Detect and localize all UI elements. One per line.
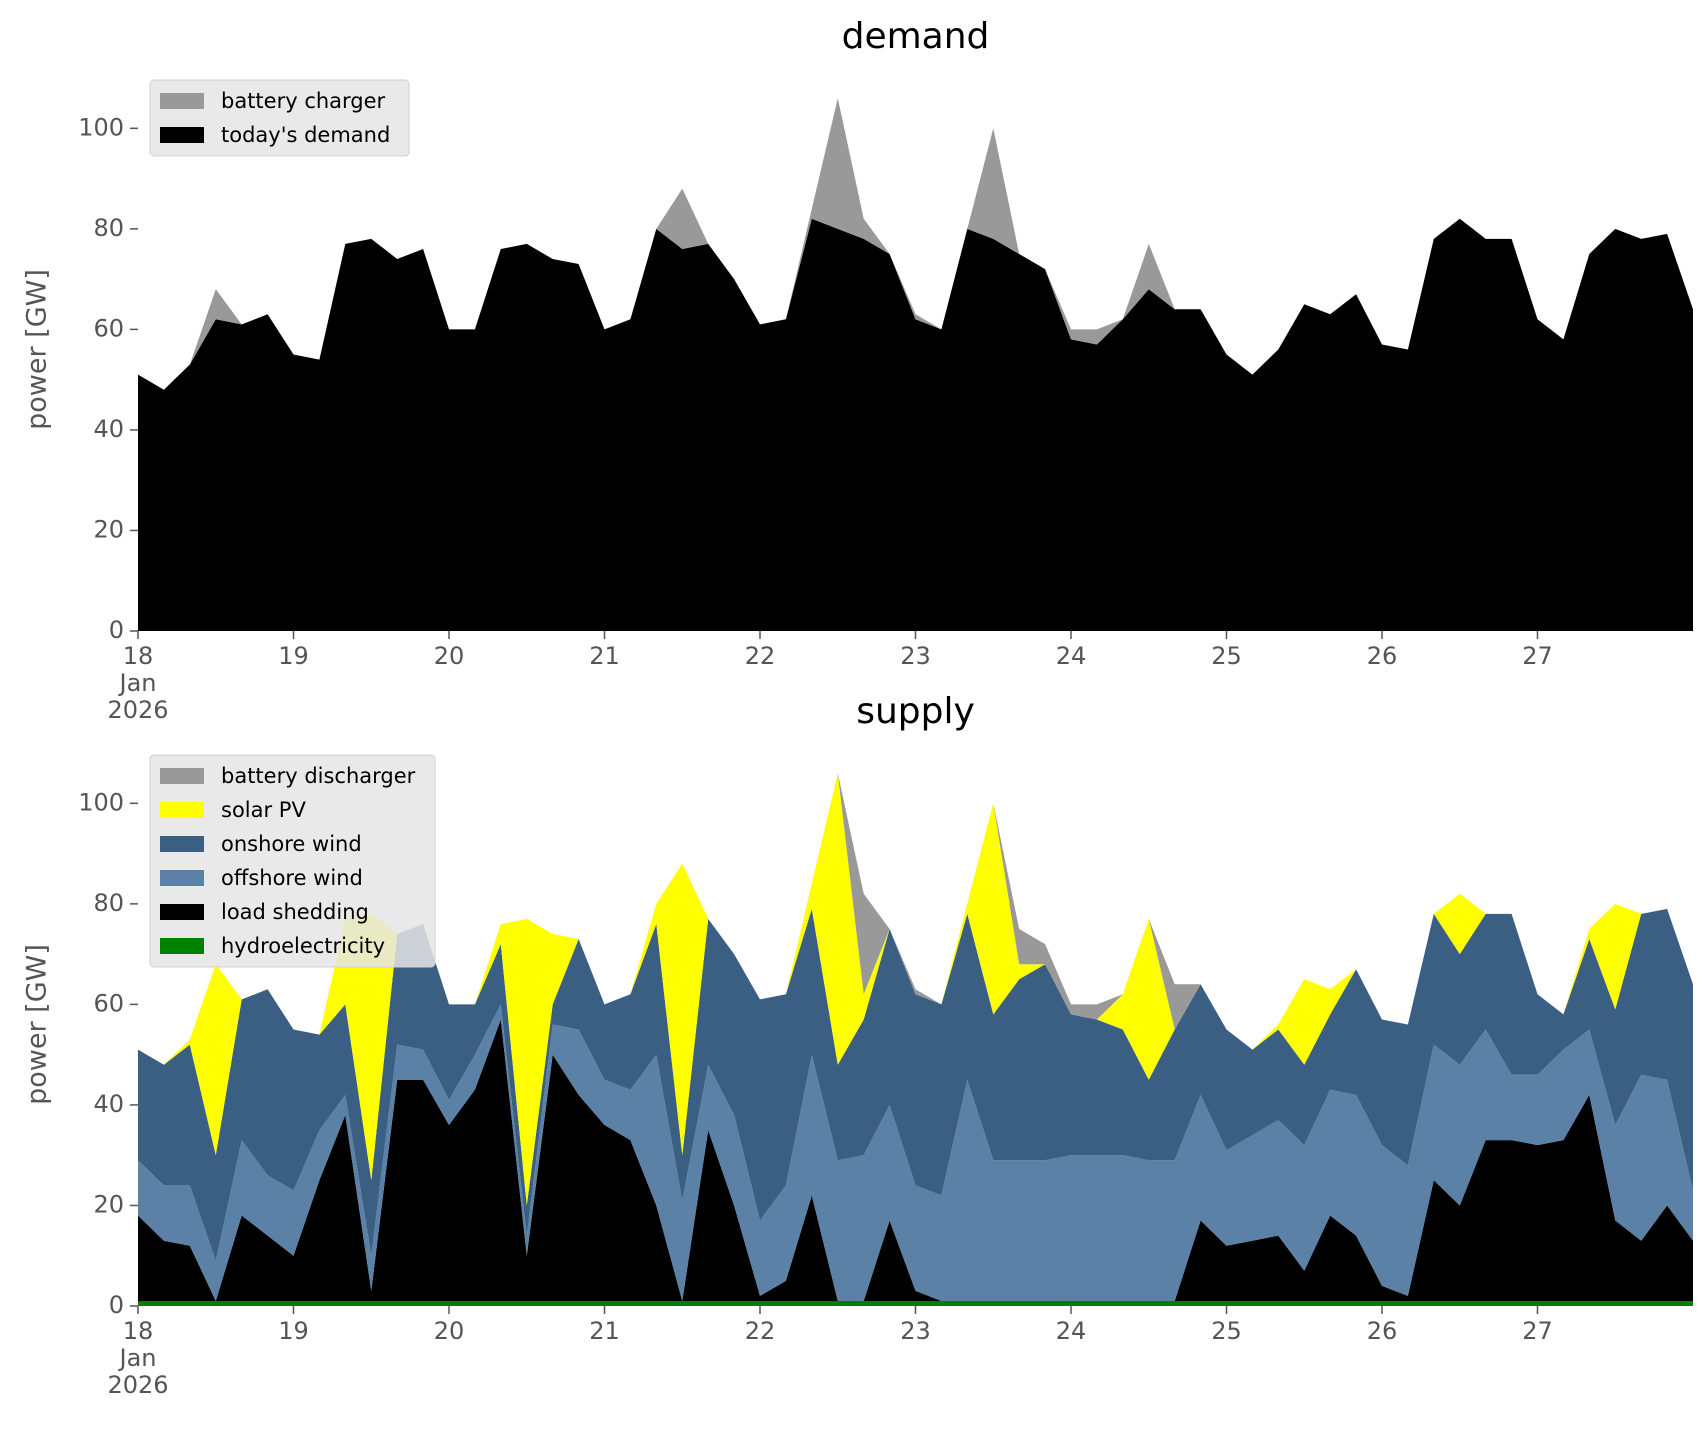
legend-label: hydroelectricity	[221, 934, 385, 958]
x-tick-label: 19	[278, 642, 309, 670]
area	[138, 908, 1693, 1261]
y-tick-label: 80	[93, 889, 124, 917]
legend-label: today's demand	[221, 123, 390, 147]
legend-label: load shedding	[221, 900, 369, 924]
legend-label: onshore wind	[221, 832, 362, 856]
legend-box	[149, 754, 436, 968]
y-tick-label: 100	[78, 113, 124, 141]
x-tick-label: 26	[1366, 642, 1398, 670]
x-tick-label: 27	[1522, 642, 1553, 670]
x-tick-label: 20	[433, 642, 465, 670]
y-tick-label: 80	[93, 214, 124, 242]
x-tick-label: 26	[1366, 1317, 1398, 1345]
x-tick-label: 18 Jan 2026	[107, 1317, 169, 1399]
x-tick-label: 22	[744, 1317, 776, 1345]
x-tick-label: 18 Jan 2026	[107, 642, 169, 724]
area	[138, 773, 1693, 1206]
x-tick-label: 24	[1055, 1317, 1087, 1345]
x-tick-label: 20	[433, 1317, 465, 1345]
area	[138, 1004, 1693, 1301]
chart-title: demand	[842, 16, 990, 57]
legend-label: solar PV	[221, 798, 306, 822]
y-axis-label: power [GW]	[22, 269, 53, 430]
legend-label: battery discharger	[221, 764, 416, 788]
y-axis-label: power [GW]	[22, 944, 53, 1105]
x-tick-label: 25	[1211, 1317, 1242, 1345]
legend-swatch	[160, 904, 204, 920]
x-tick-label: 21	[589, 1317, 620, 1345]
legend-swatch	[160, 870, 204, 886]
y-tick-label: 40	[93, 1090, 124, 1118]
x-tick-label: 23	[900, 642, 931, 670]
x-tick-label: 21	[589, 642, 620, 670]
y-tick-label: 40	[93, 415, 124, 443]
legend-box	[149, 79, 410, 157]
area	[138, 218, 1693, 632]
x-tick-label: 19	[278, 1317, 309, 1345]
y-tick-label: 0	[109, 616, 124, 644]
legend-label: offshore wind	[221, 866, 363, 890]
area	[138, 1301, 1693, 1306]
legend-label: battery charger	[221, 89, 386, 113]
y-tick-label: 100	[78, 788, 124, 816]
x-tick-label: 22	[744, 642, 776, 670]
chart-title: supply	[856, 691, 975, 732]
y-tick-label: 20	[93, 515, 124, 543]
legend-swatch	[160, 768, 204, 784]
legend-swatch	[160, 938, 204, 954]
x-tick-label: 25	[1211, 642, 1242, 670]
y-tick-label: 0	[109, 1291, 124, 1319]
legend-swatch	[160, 802, 204, 818]
x-tick-label: 27	[1522, 1317, 1553, 1345]
x-tick-label: 23	[900, 1317, 931, 1345]
y-tick-label: 60	[93, 989, 124, 1017]
legend-swatch	[160, 836, 204, 852]
legend-swatch	[160, 127, 204, 143]
y-tick-label: 60	[93, 314, 124, 342]
x-tick-label: 24	[1055, 642, 1087, 670]
legend-swatch	[160, 93, 204, 109]
y-tick-label: 20	[93, 1190, 124, 1218]
area	[138, 1019, 1693, 1301]
